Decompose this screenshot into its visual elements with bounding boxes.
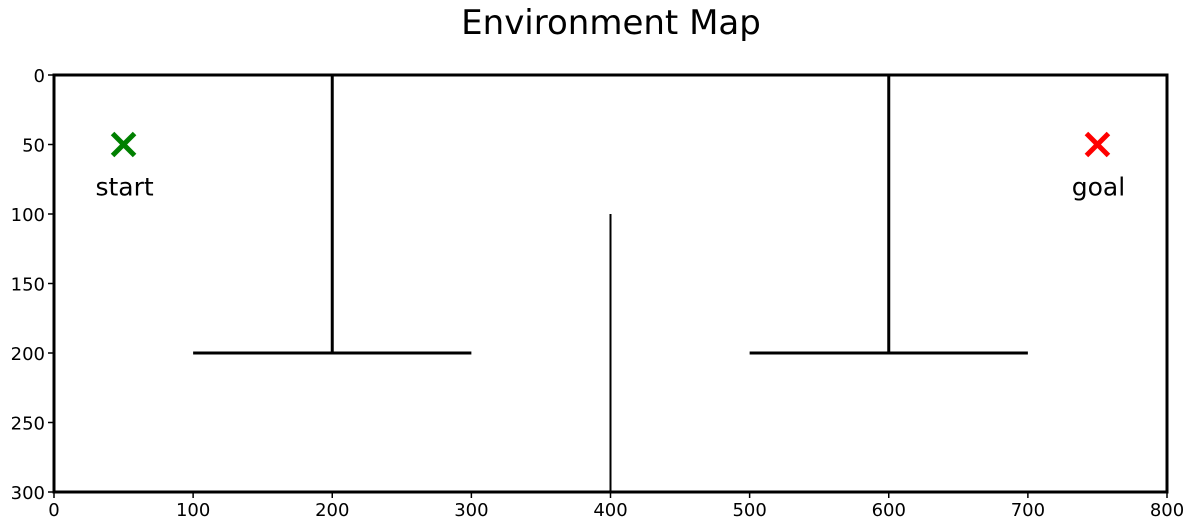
goal-marker — [1084, 131, 1111, 158]
markers-layer: start goal — [95, 131, 1125, 202]
y-tick-label: 300 — [11, 483, 45, 504]
x-tick-label: 700 — [1011, 500, 1045, 521]
start-marker-stroke-b — [110, 131, 137, 158]
y-tick-label: 0 — [34, 66, 45, 87]
y-tick-label: 200 — [11, 344, 45, 365]
y-tick-label: 150 — [11, 275, 45, 296]
x-tick-label: 300 — [454, 500, 488, 521]
start-label: start — [95, 173, 153, 202]
x-tick-label: 100 — [176, 500, 210, 521]
y-tick-label: 250 — [11, 414, 45, 435]
x-tick-label: 500 — [732, 500, 766, 521]
x-tick-label: 200 — [315, 500, 349, 521]
y-axis: 0 50 100 150 200 250 300 — [11, 66, 54, 504]
x-axis: 0 100 200 300 400 500 600 700 800 — [48, 492, 1184, 521]
chart-title: Environment Map — [461, 3, 761, 43]
x-tick-label: 800 — [1150, 500, 1184, 521]
x-tick-label: 400 — [593, 500, 627, 521]
start-marker — [110, 131, 137, 158]
walls-layer — [193, 75, 1028, 492]
y-tick-label: 50 — [22, 136, 45, 157]
x-tick-label: 600 — [872, 500, 906, 521]
goal-marker-stroke-b — [1084, 131, 1111, 158]
goal-label: goal — [1072, 173, 1125, 202]
y-tick-label: 100 — [11, 205, 45, 226]
x-tick-label: 0 — [48, 500, 59, 521]
